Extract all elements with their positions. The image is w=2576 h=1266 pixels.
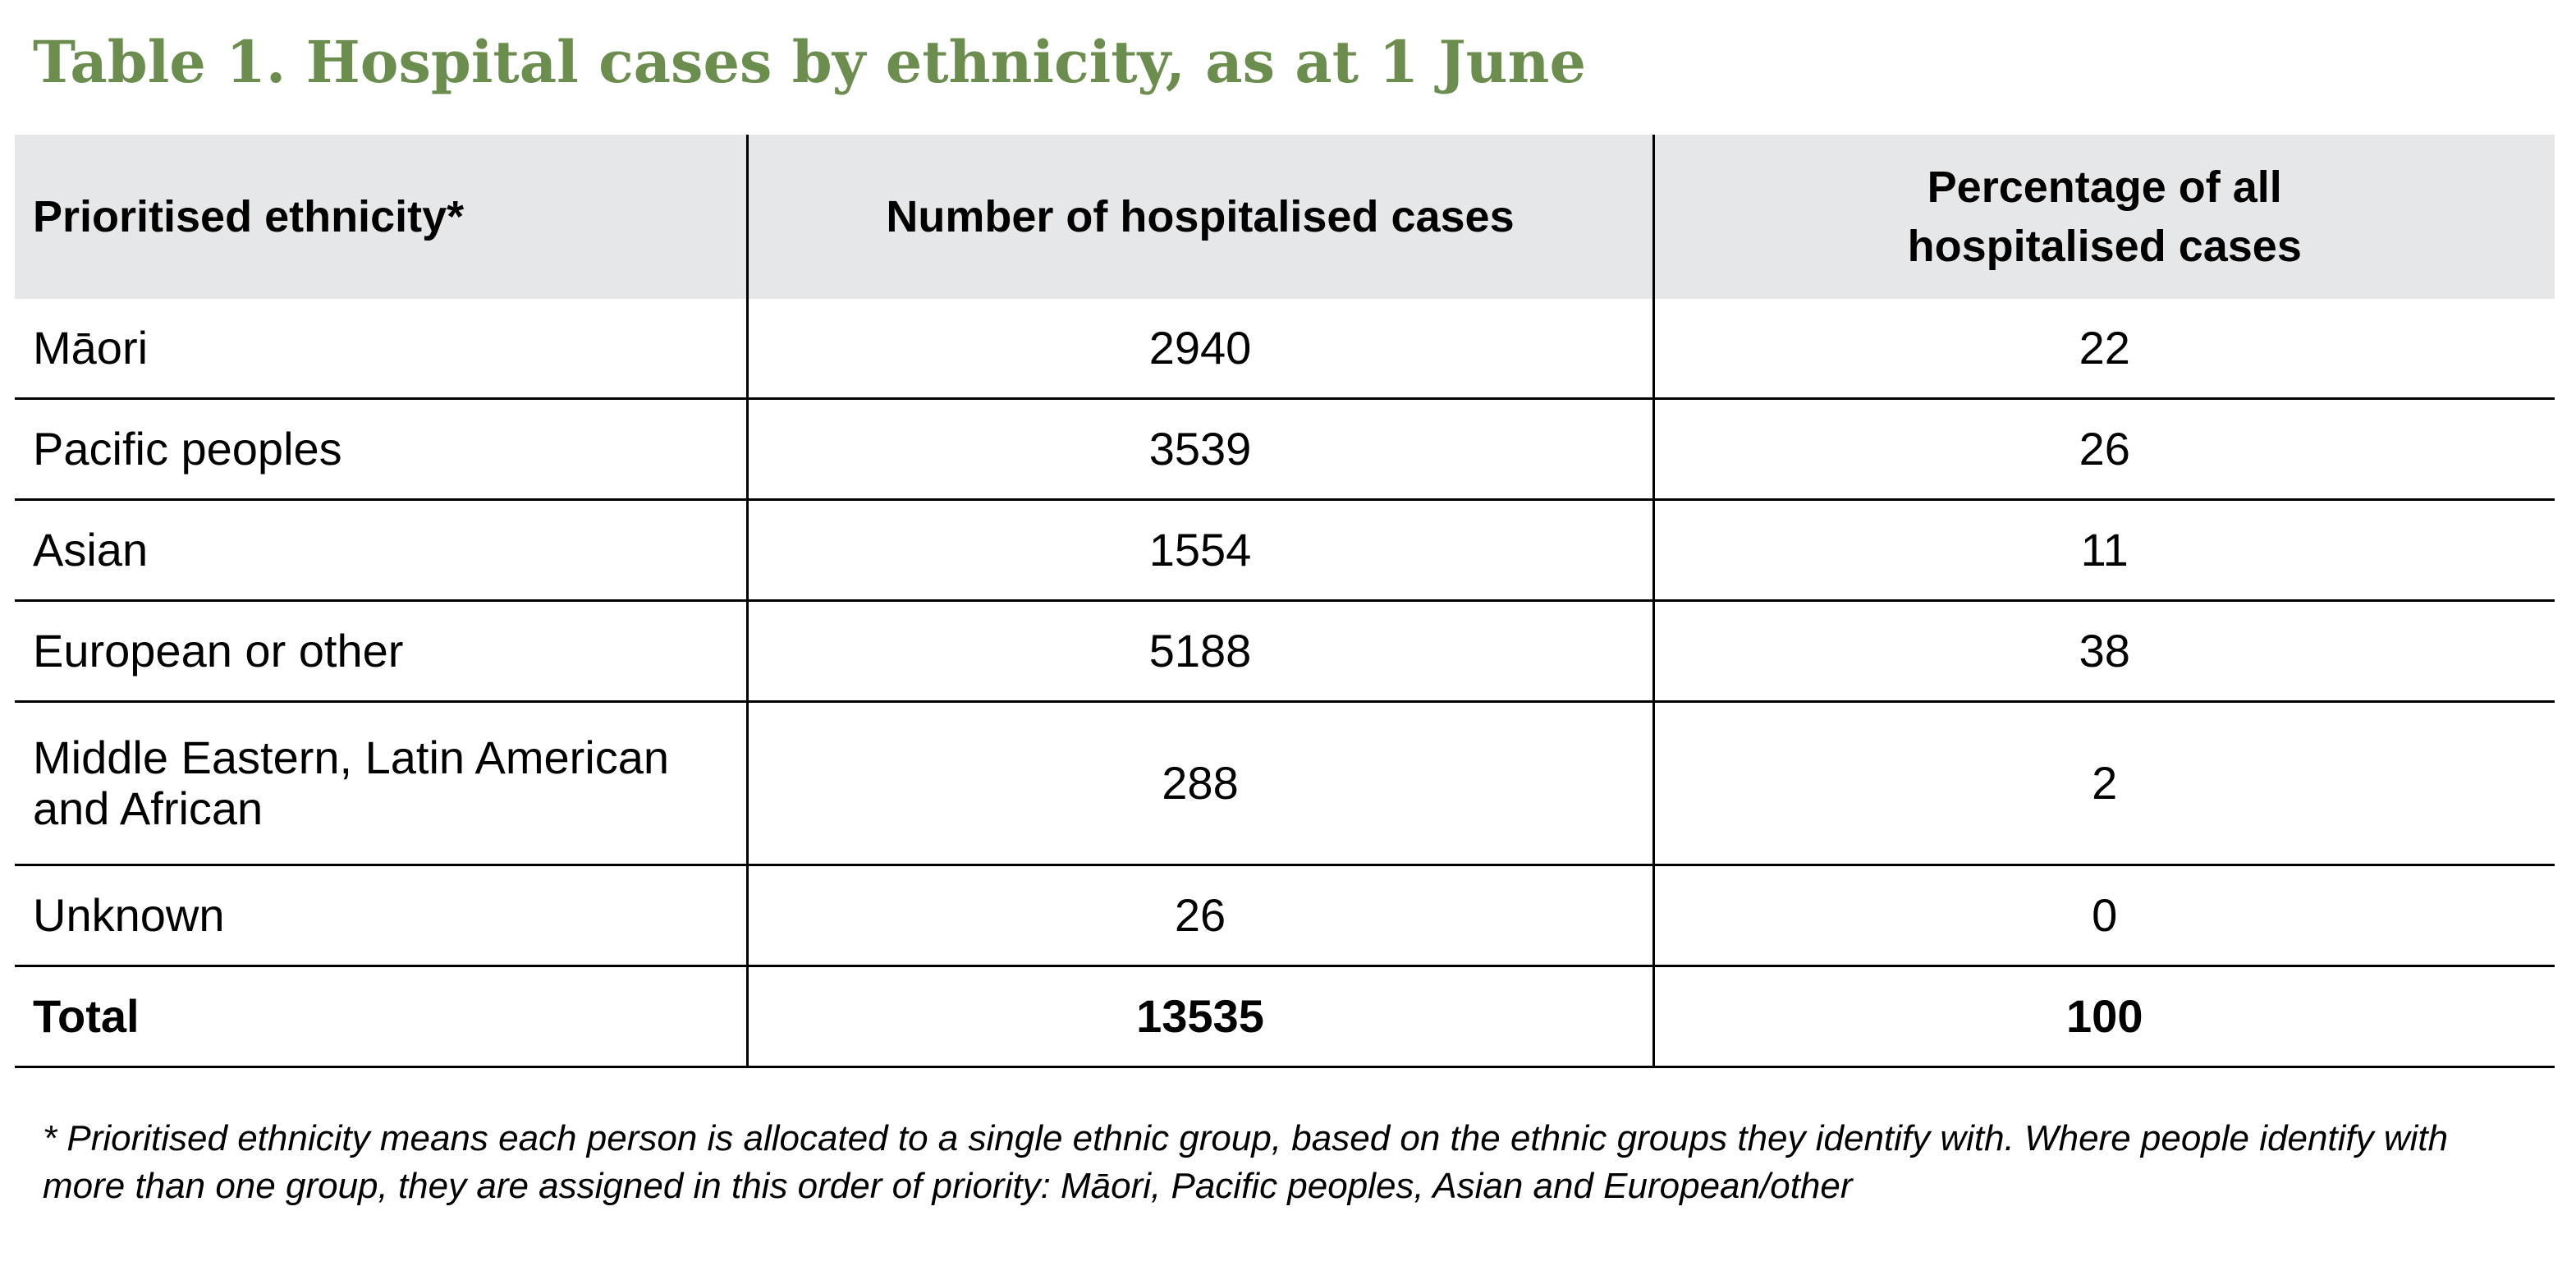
table-row: Asian 1554 11	[15, 499, 2555, 602]
ethnicity-cell: Middle Eastern, Latin American and Afric…	[15, 701, 747, 866]
table-row: European or other 5188 38	[15, 600, 2555, 703]
table-row: Pacific peoples 3539 26	[15, 398, 2555, 501]
ethnicity-cell: Unknown	[15, 865, 747, 967]
total-label: Total	[15, 966, 747, 1068]
cases-cell: 2940	[745, 299, 1653, 400]
header-ethnicity: Prioritised ethnicity*	[15, 135, 747, 299]
total-row: Total 13535 100	[15, 966, 2555, 1068]
cases-cell: 3539	[745, 398, 1653, 501]
table-header-row: Prioritised ethnicity* Number of hospita…	[15, 135, 2555, 299]
percentage-cell: 2	[1652, 701, 2555, 866]
table-row: Māori 2940 22	[15, 299, 2555, 400]
ethnicity-label: Middle Eastern, Latin American and Afric…	[33, 732, 670, 834]
cases-cell: 288	[745, 701, 1653, 866]
total-percentage: 100	[1652, 966, 2555, 1068]
percentage-cell: 26	[1652, 398, 2555, 501]
ethnicity-cell: European or other	[15, 600, 747, 703]
header-percentage-label: Percentage of all hospitalised cases	[1907, 163, 2302, 271]
table-title: Table 1. Hospital cases by ethnicity, as…	[33, 28, 1586, 96]
ethnicity-cell: Asian	[15, 499, 747, 602]
table-row: Middle Eastern, Latin American and Afric…	[15, 701, 2555, 866]
header-cases: Number of hospitalised cases	[745, 135, 1653, 299]
percentage-cell: 11	[1652, 499, 2555, 602]
cases-cell: 26	[745, 865, 1653, 967]
percentage-cell: 38	[1652, 600, 2555, 703]
total-cases: 13535	[745, 966, 1653, 1068]
percentage-cell: 22	[1652, 299, 2555, 400]
cases-cell: 1554	[745, 499, 1653, 602]
ethnicity-cell: Māori	[15, 299, 747, 400]
ethnicity-cell: Pacific peoples	[15, 398, 747, 501]
hospital-cases-table: Prioritised ethnicity* Number of hospita…	[15, 135, 2555, 1068]
header-percentage: Percentage of all hospitalised cases	[1652, 135, 2555, 299]
cases-cell: 5188	[745, 600, 1653, 703]
footnote: * Prioritised ethnicity means each perso…	[43, 1118, 2449, 1206]
table-row: Unknown 26 0	[15, 865, 2555, 967]
percentage-cell: 0	[1652, 865, 2555, 967]
